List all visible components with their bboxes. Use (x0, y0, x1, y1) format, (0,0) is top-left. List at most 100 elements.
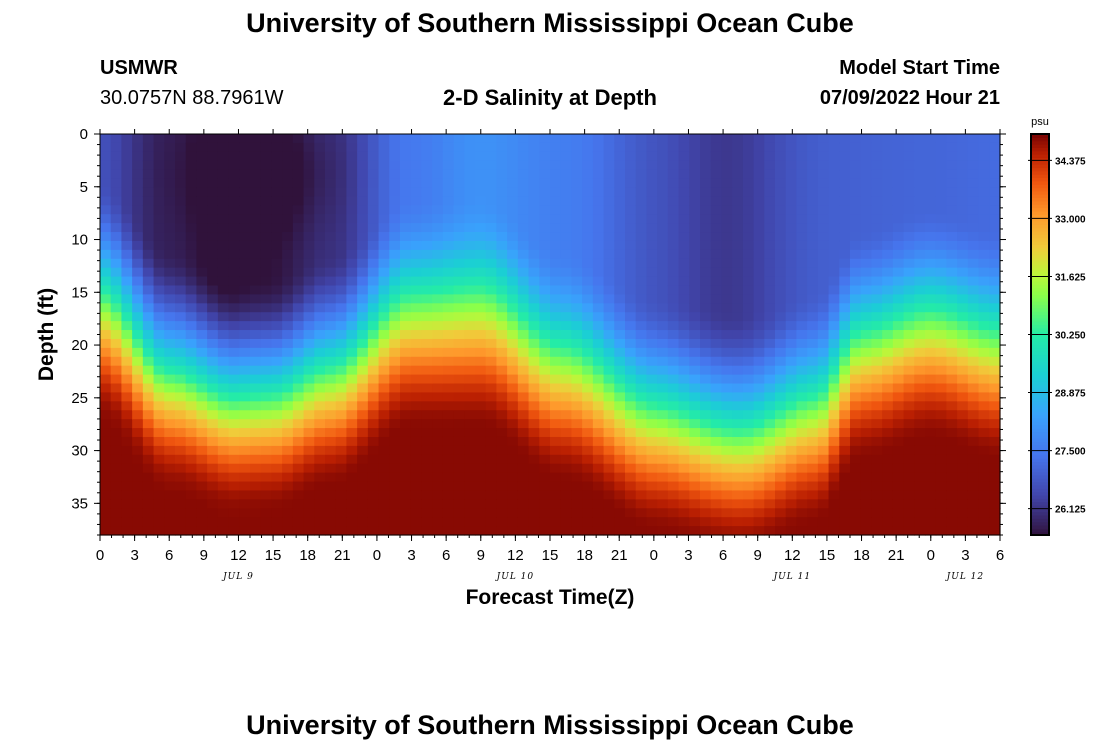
heatmap-cell (550, 249, 562, 260)
heatmap-cell (903, 347, 915, 358)
heatmap-cell (496, 160, 508, 171)
heatmap-cell (732, 285, 744, 295)
heatmap-cell (839, 419, 851, 429)
heatmap-cell (925, 196, 937, 206)
heatmap-cell (625, 294, 637, 304)
heatmap-cell (753, 338, 765, 349)
heatmap-cell (689, 419, 701, 429)
heatmap-cell (882, 428, 894, 438)
heatmap-cell (378, 160, 390, 171)
heatmap-cell (175, 223, 187, 233)
heatmap-cell (550, 303, 562, 313)
heatmap-cell (807, 463, 819, 474)
heatmap-cell (378, 499, 390, 509)
heatmap-cell (207, 445, 219, 456)
heatmap-cell (935, 508, 948, 518)
heatmap-cell (517, 240, 530, 251)
heatmap-cell (389, 428, 401, 438)
heatmap-cell (700, 463, 712, 474)
heatmap-cell (807, 392, 819, 402)
heatmap-cell (164, 169, 176, 180)
colorbar-segment (1031, 377, 1049, 382)
heatmap-cell (957, 436, 969, 447)
heatmap-cell (989, 223, 1001, 233)
heatmap-cell (325, 321, 337, 331)
heatmap-cell (453, 356, 465, 367)
heatmap-cell (228, 383, 240, 394)
heatmap-cell (421, 356, 433, 367)
heatmap-cell (517, 330, 530, 340)
heatmap-cell (132, 374, 144, 385)
heatmap-cell (657, 499, 669, 509)
heatmap-cell (464, 383, 476, 394)
heatmap-cell (957, 410, 969, 420)
heatmap-cell (925, 330, 937, 340)
heatmap-cell (410, 303, 423, 313)
heatmap-cell (882, 330, 894, 340)
heatmap-cell (550, 436, 562, 447)
heatmap-cell (196, 374, 208, 385)
heatmap-cell (528, 526, 540, 536)
heatmap-cell (164, 160, 176, 171)
heatmap-cell (100, 481, 112, 492)
heatmap-cell (507, 294, 519, 304)
heatmap-cell (817, 276, 830, 287)
heatmap-cell (228, 187, 240, 197)
heatmap-cell (721, 187, 733, 197)
heatmap-cell (292, 526, 305, 536)
heatmap-cell (282, 223, 294, 233)
heatmap-cell (496, 276, 508, 287)
heatmap-cell (410, 223, 423, 233)
heatmap-cell (153, 330, 165, 340)
heatmap-cell (421, 178, 433, 189)
heatmap-cell (700, 526, 712, 536)
heatmap-cell (946, 160, 958, 171)
heatmap-cell (903, 214, 915, 224)
heatmap-cell (539, 178, 551, 189)
heatmap-cell (925, 303, 937, 313)
heatmap-cell (132, 267, 144, 278)
heatmap-cell (507, 196, 519, 206)
heatmap-cell (539, 240, 551, 251)
heatmap-cell (100, 178, 112, 189)
heatmap-cell (175, 481, 187, 492)
heatmap-cell (785, 347, 798, 358)
heatmap-cell (357, 472, 369, 483)
heatmap-cell (914, 490, 926, 500)
heatmap-cell (325, 134, 337, 144)
heatmap-cell (582, 267, 594, 278)
heatmap-cell (903, 454, 915, 465)
heatmap-cell (646, 454, 658, 465)
heatmap-cell (389, 223, 401, 233)
heatmap-cell (314, 232, 326, 242)
heatmap-cell (175, 267, 187, 278)
heatmap-cell (271, 321, 283, 331)
heatmap-cell (442, 258, 455, 269)
heatmap-cell (817, 392, 830, 402)
heatmap-cell (260, 383, 273, 394)
heatmap-cell (871, 187, 883, 197)
heatmap-cell (464, 356, 476, 367)
heatmap-cell (946, 374, 958, 385)
heatmap-cell (517, 347, 530, 358)
heatmap-cell (635, 383, 648, 394)
heatmap-cell (678, 499, 690, 509)
heatmap-cell (796, 249, 808, 260)
heatmap-cell (914, 205, 926, 215)
heatmap-cell (839, 374, 851, 385)
heatmap-cell (850, 267, 862, 278)
heatmap-cell (228, 196, 240, 206)
heatmap-cell (314, 419, 326, 429)
heatmap-cell (903, 223, 915, 233)
heatmap-cell (539, 526, 551, 536)
heatmap-cell (978, 285, 990, 295)
heatmap-cell (775, 383, 787, 394)
heatmap-cell (453, 196, 465, 206)
heatmap-cell (828, 472, 840, 483)
heatmap-cell (967, 249, 980, 260)
colorbar-segment (1031, 344, 1049, 349)
heatmap-cell (796, 232, 808, 242)
heatmap-cell (989, 428, 1001, 438)
heatmap-cell (153, 347, 165, 358)
heatmap-cell (710, 232, 723, 242)
